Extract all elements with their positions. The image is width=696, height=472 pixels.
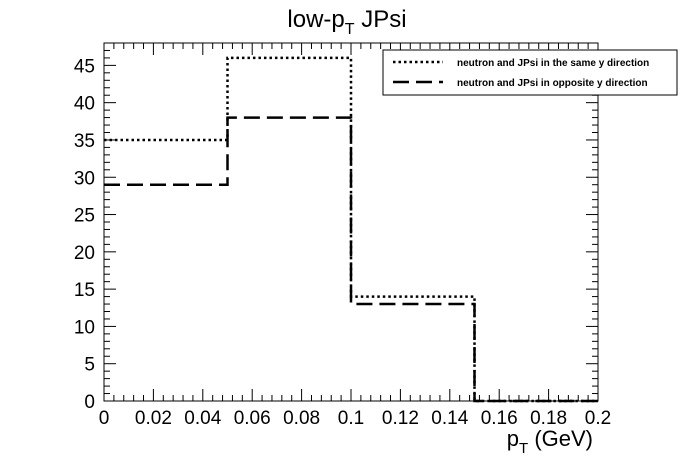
x-axis: 0 0.02 0.04 0.06 0.08 0.1 0.12 0.14 0.16 0.18 0.2: [99, 43, 611, 429]
legend: neutron and JPsi in the same y direction…: [382, 49, 678, 96]
x-tick-label: 0.16: [481, 408, 518, 429]
y-tick-label: 10: [74, 317, 95, 338]
x-tick-label: 0.02: [135, 408, 172, 429]
x-tick-label: 0.14: [431, 408, 468, 429]
y-tick-label: 0: [84, 392, 95, 413]
legend-box: [382, 49, 678, 96]
legend-label-opposite-direction: neutron and JPsi in opposite y direction: [457, 78, 648, 89]
x-tick-label: 0.1: [338, 408, 364, 429]
legend-label-same-direction: neutron and JPsi in the same y direction: [457, 58, 649, 69]
y-tick-label: 5: [84, 355, 95, 376]
x-axis-label: pT (GeV): [507, 426, 593, 457]
x-axis-label-rest: (GeV): [528, 426, 593, 451]
x-tick-label: 0.08: [283, 408, 320, 429]
x-tick-label: 0.04: [184, 408, 221, 429]
x-tick-label: 0: [99, 408, 110, 429]
y-tick-label: 20: [74, 243, 95, 264]
y-tick-label: 40: [74, 94, 95, 115]
chart-title-subscript: T: [345, 21, 355, 38]
y-tick-label: 30: [74, 168, 95, 189]
x-tick-label: 0.12: [382, 408, 419, 429]
x-tick-label: 0.06: [234, 408, 271, 429]
y-tick-label: 15: [74, 280, 95, 301]
x-axis-label-main: p: [507, 426, 519, 451]
chart-title-main: low-p: [287, 6, 344, 33]
chart-title: low-pT JPsi: [287, 6, 406, 38]
y-axis: 0 5 10 15 20 25 30 35 40 45: [74, 42, 598, 413]
chart-title-rest: JPsi: [355, 6, 407, 33]
x-tick-label: 0.18: [530, 408, 567, 429]
y-tick-label: 35: [74, 131, 95, 152]
y-tick-label: 45: [74, 56, 95, 77]
series-line-opposite-direction: [104, 116, 598, 403]
series-layer: [104, 56, 598, 403]
x-axis-label-subscript: T: [519, 440, 528, 457]
y-tick-label: 25: [74, 206, 95, 227]
x-tick-label: 0.2: [585, 408, 611, 429]
